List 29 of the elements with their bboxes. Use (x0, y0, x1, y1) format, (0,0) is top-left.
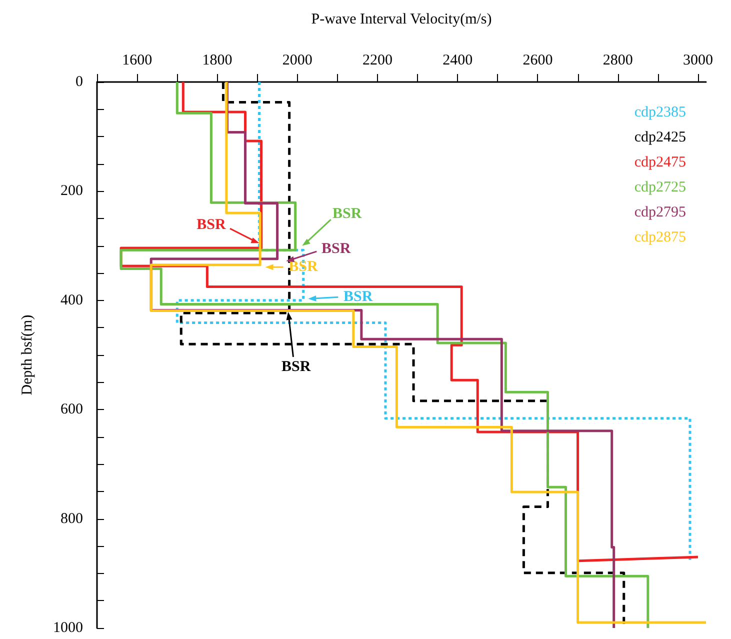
text: cdp2475 (634, 154, 686, 170)
x-axis-title: P-wave Interval Velocity(m/s) (311, 12, 492, 28)
y-tick-label: 1000 (53, 620, 83, 636)
annotation: BSR (282, 358, 311, 375)
x-tick-label: 2600 (522, 52, 553, 68)
annotation: BSR (332, 206, 362, 222)
x-tick-label: 1600 (122, 52, 152, 68)
x-tick-label: 2000 (282, 52, 312, 68)
x-tick-label: 1800 (202, 52, 232, 68)
x-tick-label: 2800 (602, 52, 633, 68)
annotation: BSR (344, 288, 373, 305)
text: cdp2725 (634, 180, 686, 196)
annotation: BSR (322, 241, 351, 258)
y-tick-label: 800 (60, 510, 83, 527)
y-tick-label: 600 (60, 402, 83, 418)
x-tick-label: 3000 (682, 52, 713, 68)
y-tick-label: 400 (60, 292, 83, 308)
y-tick-label: 0 (76, 74, 83, 90)
y-axis-title: Depth bsf(m) (20, 314, 36, 396)
x-tick-label: 2200 (362, 52, 392, 68)
text: cdp2425 (634, 130, 686, 146)
annotation: BSR (196, 217, 226, 234)
text: cdp2385 (634, 104, 686, 120)
x-tick-label: 2400 (442, 52, 473, 68)
y-tick-label: 200 (60, 183, 83, 200)
annotation: BSR (288, 259, 318, 276)
text: cdp2875 (634, 230, 686, 246)
text: cdp2795 (634, 204, 686, 220)
line-series (150, 80, 708, 624)
